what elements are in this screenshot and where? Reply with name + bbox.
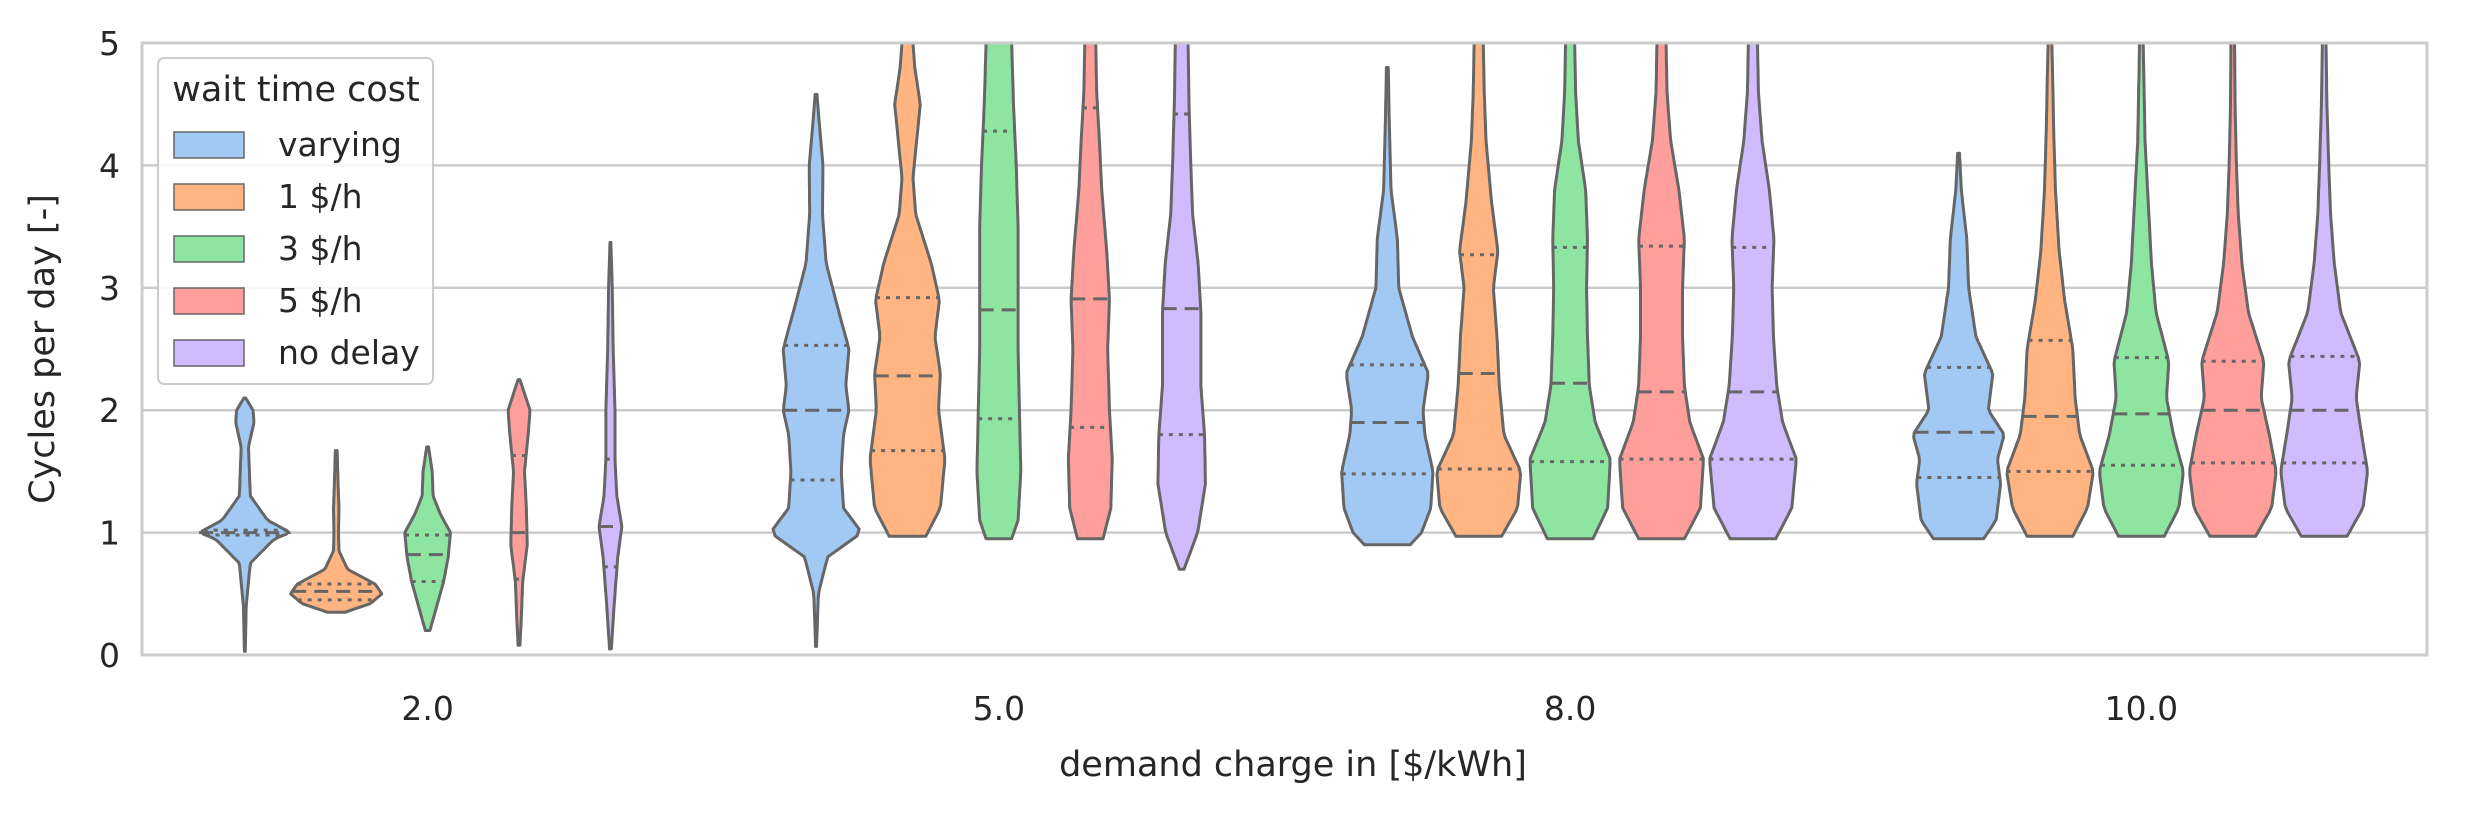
x-tick-label: 2.0 [401, 689, 453, 728]
violin-body [2279, 43, 2369, 538]
legend-swatch [173, 339, 245, 367]
y-tick-label: 3 [99, 269, 120, 308]
violin [2005, 43, 2095, 538]
legend-item: 1 $/h [173, 177, 363, 216]
legend-label: varying [278, 125, 402, 164]
grid-lines [142, 41, 2427, 657]
violin [1528, 43, 1612, 541]
y-tick-label: 2 [99, 391, 120, 430]
violin [1156, 43, 1207, 571]
violin-body [2098, 43, 2185, 538]
violin [1340, 66, 1435, 547]
violin-body [1708, 43, 1798, 541]
violin [199, 396, 291, 653]
violin [1708, 43, 1798, 541]
legend-label: 3 $/h [278, 229, 363, 268]
legend-swatch [173, 183, 245, 211]
legend-label: 5 $/h [278, 281, 363, 320]
violin-body [506, 378, 532, 647]
y-tick-label: 4 [99, 146, 120, 185]
violin-body [868, 43, 947, 538]
violin [1618, 43, 1705, 541]
violin [597, 241, 624, 651]
violin [506, 378, 532, 647]
violin [2279, 43, 2369, 538]
violin [975, 43, 1023, 541]
violin [403, 445, 452, 632]
legend: wait time cost varying 1 $/h 3 $/h 5 $/h no … [157, 57, 434, 385]
violin [2098, 43, 2185, 538]
violin-body [1528, 43, 1612, 541]
violin [1912, 151, 2005, 541]
violin [289, 449, 384, 614]
violin-body [289, 449, 384, 614]
legend-swatch [173, 287, 245, 315]
violin-body [200, 396, 289, 653]
legend-swatch [173, 235, 245, 263]
violin-body [1618, 43, 1705, 541]
legend-swatch [173, 131, 245, 159]
legend-entries: varying 1 $/h 3 $/h 5 $/h no delay [173, 125, 420, 372]
y-tick-labels: 0 1 2 3 4 5 [99, 24, 120, 675]
violin-body [1156, 43, 1207, 571]
y-axis-label: Cycles per day [-] [23, 194, 63, 504]
legend-label: no delay [278, 333, 420, 372]
legend-title: wait time cost [172, 70, 419, 110]
violin-body [2005, 43, 2095, 538]
x-axis-label: demand charge in [$/kWh] [1059, 745, 1527, 785]
legend-item: no delay [173, 333, 420, 372]
violin-body [1435, 43, 1522, 538]
x-tick-label: 10.0 [2105, 689, 2178, 728]
legend-label: 1 $/h [278, 177, 363, 216]
plot-frame [140, 41, 2429, 657]
violin-body [597, 241, 624, 651]
violin-body [403, 445, 452, 632]
violin [1435, 43, 1522, 538]
violin [2188, 43, 2278, 538]
violin-body [2188, 43, 2278, 538]
x-tick-label: 8.0 [1544, 689, 1596, 728]
violin-body [771, 92, 861, 648]
y-tick-label: 0 [99, 636, 120, 675]
violin-body [1066, 43, 1114, 541]
y-tick-label: 1 [99, 514, 120, 553]
violin-body [1912, 151, 2005, 541]
violin [1066, 43, 1114, 541]
violin [868, 43, 947, 538]
legend-item: varying [173, 125, 402, 164]
violin-body [1340, 66, 1435, 547]
x-tick-label: 5.0 [973, 689, 1025, 728]
y-tick-label: 5 [99, 24, 120, 63]
violin [771, 92, 861, 648]
violin-body [975, 43, 1023, 541]
violins [199, 43, 2369, 653]
legend-item: 5 $/h [173, 281, 363, 320]
x-tick-labels: 2.0 5.0 8.0 10.0 [401, 689, 2178, 728]
legend-item: 3 $/h [173, 229, 363, 268]
